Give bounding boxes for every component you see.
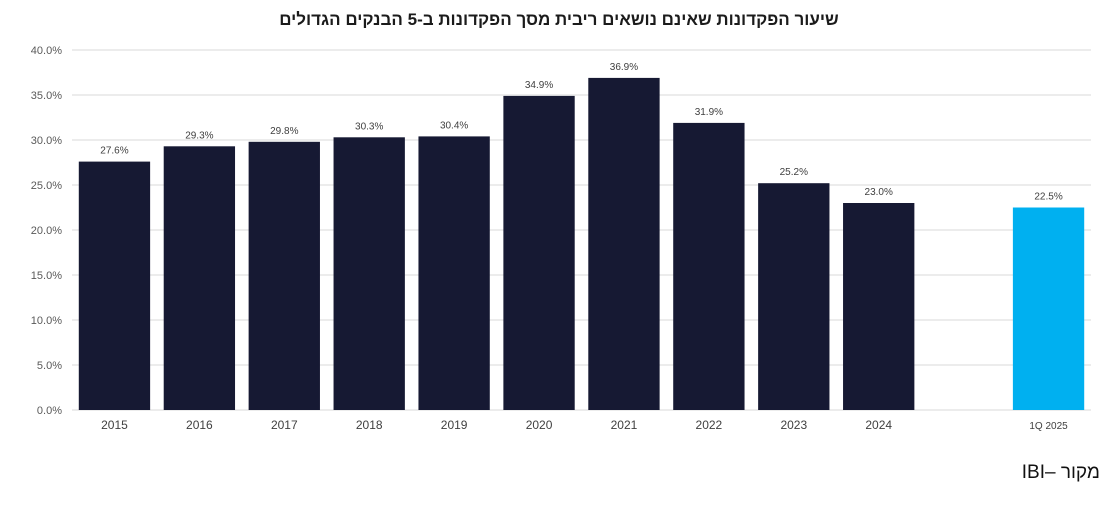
bar — [673, 122, 745, 411]
data-label: 25.2% — [780, 167, 808, 178]
data-label: 30.4% — [440, 120, 468, 131]
x-tick-label: 2016 — [186, 418, 213, 432]
bar — [503, 95, 575, 411]
y-tick-label: 35.0% — [31, 90, 62, 102]
bar — [333, 137, 405, 411]
x-tick-label: 2017 — [271, 418, 298, 432]
y-tick-label: 20.0% — [31, 225, 62, 237]
data-label: 27.6% — [100, 146, 128, 157]
bar — [248, 141, 320, 411]
x-tick-label: 1Q 2025 — [1029, 421, 1068, 432]
x-tick-label: 2024 — [865, 418, 892, 432]
data-label: 29.3% — [185, 130, 213, 141]
bar — [843, 203, 915, 410]
y-tick-label: 5.0% — [37, 360, 62, 372]
source-note: מקור –IBI — [1021, 462, 1100, 483]
bar — [418, 136, 490, 410]
data-label: 29.8% — [270, 126, 298, 137]
y-tick-label: 30.0% — [31, 135, 62, 147]
y-tick-label: 0.0% — [37, 405, 62, 417]
data-label: 34.9% — [525, 80, 553, 91]
data-label: 23.0% — [865, 187, 893, 198]
x-tick-label: 2020 — [526, 418, 553, 432]
data-label: 31.9% — [695, 107, 723, 118]
bar — [1012, 207, 1085, 410]
x-tick-label: 2023 — [780, 418, 807, 432]
y-tick-label: 40.0% — [31, 45, 62, 57]
x-tick-label: 2015 — [101, 418, 128, 432]
x-tick-label: 2018 — [356, 418, 383, 432]
bar — [163, 146, 236, 411]
data-label: 36.9% — [610, 62, 638, 73]
y-tick-label: 10.0% — [31, 315, 62, 327]
y-tick-label: 15.0% — [31, 270, 62, 282]
x-tick-label: 2019 — [441, 418, 468, 432]
data-label: 22.5% — [1034, 192, 1062, 203]
x-tick-label: 2021 — [611, 418, 638, 432]
x-tick-label: 2022 — [696, 418, 723, 432]
y-tick-label: 25.0% — [31, 180, 62, 192]
chart-title: שיעור הפקדונות שאינם נושאים ריבית מסך הפ… — [279, 10, 839, 29]
bar — [758, 183, 830, 410]
bar — [588, 77, 660, 411]
bar — [78, 161, 151, 410]
data-label: 30.3% — [355, 121, 383, 132]
